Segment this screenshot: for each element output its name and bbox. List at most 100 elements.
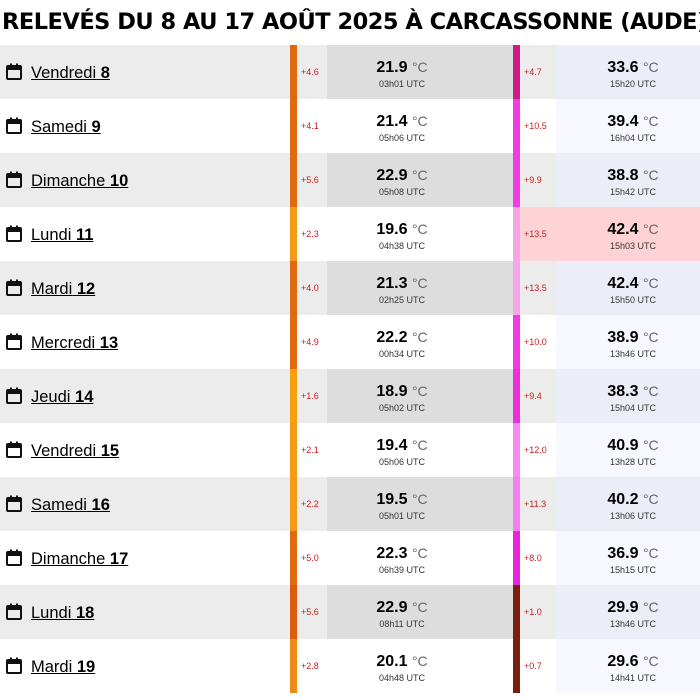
max-temp-time: 15h42 UTC bbox=[609, 187, 657, 197]
unit: °C bbox=[642, 491, 659, 507]
max-anomaly-cell: +11.3 bbox=[520, 477, 556, 531]
table-row: Vendredi 15 +2.1 19.4 °C 05h06 UTC +12.0 40.9… bbox=[0, 423, 700, 477]
unit: °C bbox=[411, 167, 428, 183]
day-number: 16 bbox=[91, 496, 110, 514]
min-temp-value: 19.4 bbox=[376, 437, 408, 454]
day-number: 13 bbox=[99, 334, 119, 352]
max-anomaly-cell: +10.5 bbox=[520, 99, 556, 153]
day-link[interactable]: Lundi 11 bbox=[31, 226, 93, 245]
max-anomaly-cell: +9.9 bbox=[520, 153, 556, 207]
max-color-bar bbox=[513, 639, 520, 693]
min-anomaly-cell: +2.1 bbox=[297, 423, 327, 477]
calendar-icon bbox=[6, 657, 22, 674]
min-temp-cell: 22.3 °C 06h39 UTC bbox=[327, 531, 513, 585]
table-row: Lundi 18 +5.6 22.9 °C 08h11 UTC +1.0 29.9 °C 1… bbox=[0, 585, 700, 639]
max-anomaly: +12.0 bbox=[524, 445, 547, 455]
max-color-bar bbox=[513, 531, 520, 585]
table-row: Mercredi 13 +4.9 22.2 °C 00h34 UTC +10.0 38.9… bbox=[0, 315, 700, 369]
day-cell: Samedi 9 bbox=[0, 99, 290, 153]
unit: °C bbox=[642, 221, 659, 237]
calendar-icon bbox=[6, 225, 22, 242]
min-temp-cell: 22.2 °C 00h34 UTC bbox=[327, 315, 513, 369]
max-temp-time: 13h46 UTC bbox=[609, 349, 657, 359]
day-link[interactable]: Lundi 18 bbox=[31, 604, 94, 623]
min-anomaly: +1.6 bbox=[301, 391, 319, 401]
day-name: Samedi bbox=[31, 496, 87, 514]
day-link[interactable]: Mardi 19 bbox=[31, 658, 95, 677]
max-color-bar bbox=[513, 99, 520, 153]
min-anomaly: +4.9 bbox=[301, 337, 319, 347]
day-link[interactable]: Dimanche 17 bbox=[31, 550, 128, 569]
unit: °C bbox=[411, 545, 428, 561]
max-temp-cell: 36.9 °C 15h15 UTC bbox=[556, 531, 700, 585]
min-anomaly: +4.1 bbox=[301, 121, 319, 131]
max-temp-cell: 42.4 °C 15h03 UTC bbox=[556, 207, 700, 261]
min-anomaly-cell: +5.6 bbox=[297, 153, 327, 207]
max-temp-cell: 33.6 °C 15h20 UTC bbox=[556, 45, 700, 99]
min-temp-cell: 21.3 °C 02h25 UTC bbox=[327, 261, 513, 315]
min-temp-time: 05h02 UTC bbox=[378, 403, 426, 413]
unit: °C bbox=[411, 653, 428, 669]
max-anomaly-cell: +1.0 bbox=[520, 585, 556, 639]
max-temp-time: 15h03 UTC bbox=[609, 241, 657, 251]
min-temp-cell: 19.6 °C 04h38 UTC bbox=[327, 207, 513, 261]
min-temp-value: 22.3 bbox=[376, 545, 408, 562]
table-row: Mardi 19 +2.8 20.1 °C 04h48 UTC +0.7 29.6 °C 1… bbox=[0, 639, 700, 693]
day-cell: Dimanche 17 bbox=[0, 531, 290, 585]
day-link[interactable]: Jeudi 14 bbox=[31, 388, 93, 407]
min-temp-time: 04h38 UTC bbox=[378, 241, 426, 251]
min-color-bar bbox=[290, 99, 297, 153]
max-anomaly: +8.0 bbox=[524, 553, 542, 563]
max-color-bar bbox=[513, 315, 520, 369]
max-anomaly-cell: +13.5 bbox=[520, 261, 556, 315]
min-color-bar bbox=[290, 45, 297, 99]
day-link[interactable]: Vendredi 8 bbox=[31, 64, 110, 83]
min-temp-time: 02h25 UTC bbox=[378, 295, 426, 305]
max-color-bar bbox=[513, 261, 520, 315]
min-temp-value: 21.9 bbox=[376, 59, 408, 76]
day-cell: Vendredi 8 bbox=[0, 45, 290, 99]
calendar-icon bbox=[6, 171, 22, 188]
max-temp-value: 38.3 bbox=[607, 383, 639, 400]
min-color-bar bbox=[290, 585, 297, 639]
unit: °C bbox=[642, 545, 659, 561]
min-temp-value: 22.9 bbox=[376, 167, 408, 184]
day-name: Mardi bbox=[31, 280, 73, 298]
max-temp-value: 38.8 bbox=[607, 167, 639, 184]
min-temp-value: 19.6 bbox=[376, 221, 408, 238]
unit: °C bbox=[642, 167, 659, 183]
day-number: 14 bbox=[75, 388, 94, 406]
unit: °C bbox=[642, 653, 659, 669]
max-temp-value: 29.6 bbox=[607, 653, 639, 670]
min-temp-time: 03h01 UTC bbox=[378, 79, 426, 89]
calendar-icon bbox=[6, 549, 22, 566]
min-color-bar bbox=[290, 477, 297, 531]
table-row: Dimanche 17 +5.0 22.3 °C 06h39 UTC +8.0 36.9 … bbox=[0, 531, 700, 585]
max-temp-cell: 42.4 °C 15h50 UTC bbox=[556, 261, 700, 315]
day-link[interactable]: Mercredi 13 bbox=[31, 334, 118, 353]
max-temp-value: 40.9 bbox=[607, 437, 639, 454]
max-temp-cell: 40.2 °C 13h06 UTC bbox=[556, 477, 700, 531]
min-temp-time: 05h06 UTC bbox=[378, 457, 426, 467]
day-name: Mardi bbox=[31, 658, 73, 676]
min-anomaly-cell: +4.9 bbox=[297, 315, 327, 369]
min-anomaly: +5.6 bbox=[301, 607, 319, 617]
max-temp-cell: 29.9 °C 13h46 UTC bbox=[556, 585, 700, 639]
day-link[interactable]: Dimanche 10 bbox=[31, 172, 128, 191]
unit: °C bbox=[642, 599, 659, 615]
day-cell: Vendredi 15 bbox=[0, 423, 290, 477]
page-title: RELEVÉS DU 8 AU 17 AOÛT 2025 À CARCASSON… bbox=[2, 9, 700, 35]
day-link[interactable]: Samedi 16 bbox=[31, 496, 110, 515]
unit: °C bbox=[642, 383, 659, 399]
day-number: 11 bbox=[75, 226, 94, 244]
max-temp-value: 40.2 bbox=[607, 491, 639, 508]
day-link[interactable]: Mardi 12 bbox=[31, 280, 95, 299]
day-link[interactable]: Samedi 9 bbox=[31, 118, 101, 137]
max-anomaly: +9.4 bbox=[524, 391, 542, 401]
min-temp-cell: 18.9 °C 05h02 UTC bbox=[327, 369, 513, 423]
min-anomaly: +5.0 bbox=[301, 553, 319, 563]
max-anomaly: +9.9 bbox=[524, 175, 542, 185]
max-anomaly: +10.5 bbox=[524, 121, 547, 131]
day-link[interactable]: Vendredi 15 bbox=[31, 442, 119, 461]
max-temp-time: 15h04 UTC bbox=[609, 403, 657, 413]
